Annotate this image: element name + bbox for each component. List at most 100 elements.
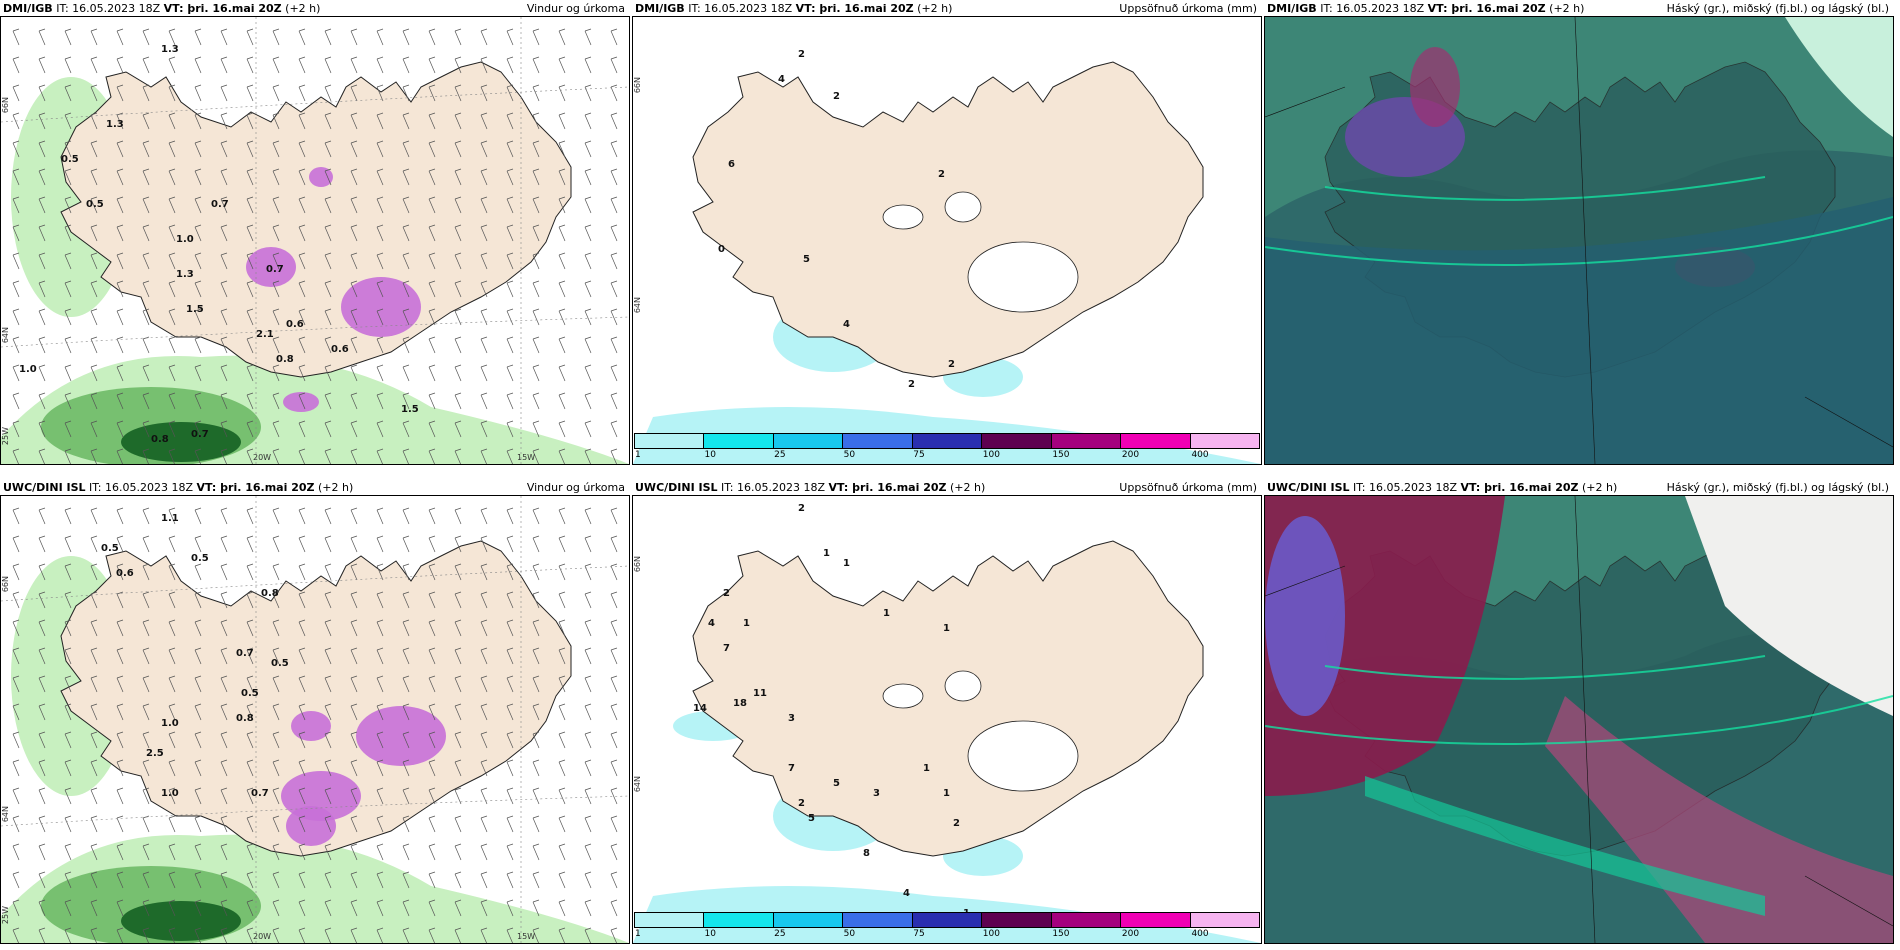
colorbar-swatch [635,434,705,448]
colorbar-swatch [1051,913,1122,927]
precip-value: 1.5 [186,304,204,315]
precip-total-value: 2 [908,379,915,390]
precip-total-value: 5 [803,254,810,265]
lon-label: 20W [253,453,272,462]
precip-total-value: 1 [923,763,930,774]
precip-total-value: 2 [833,91,840,102]
colorbar-label: 75 [913,450,925,460]
precip-total-value: 14 [693,703,707,714]
valid-time: VT: þri. 16.mai 20Z [828,481,947,494]
precip-value: 0.8 [261,588,279,599]
lat-label: 64N [1,806,10,823]
valid-time: VT: þri. 16.mai 20Z [196,481,315,494]
precip-total-value: 1 [743,618,750,629]
colorbar-swatch [843,434,913,448]
precip-value: 1.0 [19,364,37,375]
precip-total-value: 18 [733,698,747,709]
colorbar-label: 1 [635,929,641,939]
forecast-step: (+2 h) [318,481,354,494]
precip-value: 2.5 [146,748,164,759]
init-time: IT: 16.05.2023 18Z [721,481,826,494]
valid-time: VT: þri. 16.mai 20Z [1427,2,1546,15]
precip-total-value: 4 [778,74,785,85]
colorbar-swatch [1190,434,1259,448]
forecast-step: (+2 h) [1549,2,1585,15]
lat-label: 64N [1,327,10,344]
precip-value: 1.3 [161,44,179,55]
precip-value: 0.7 [211,199,229,210]
model-name: UWC/DINI ISL [1267,481,1350,494]
map-cloud-cover [1265,496,1893,943]
precip-colorbar: 1 10 25 50 75 100 150 200 400 [634,912,1260,942]
precip-total-value: 2 [798,503,805,514]
lat-label: 66N [633,77,642,94]
precip-value: 1.0 [161,718,179,729]
precip-total-value: 1 [943,788,950,799]
colorbar-swatch [773,913,844,927]
precip-total-value: 1 [943,623,950,634]
precip-value: 0.5 [271,658,289,669]
colorbar-label: 200 [1121,450,1140,460]
lon-label: 15W [517,453,536,462]
panel-title: Vindur og úrkoma [526,2,625,15]
model-name: DMI/IGB [3,2,53,15]
wind-barbs [12,507,618,943]
model-name: UWC/DINI ISL [635,481,718,494]
colorbar-swatch [704,434,774,448]
map-wind-precip: 1.3 0.5 0.5 0.7 1.0 1.3 1.5 2.1 0.6 0.8 1.0 0.7 0.8 1… [1,17,629,464]
precip-total-value: 0 [718,244,725,255]
panel-title: Háský (gr.), miðský (fj.bl.) og lágský (… [1666,2,1889,15]
precip-value: 1.3 [106,119,124,130]
precip-value: 0.5 [191,553,209,564]
lat-label: 64N [633,776,642,793]
colorbar-swatch [773,434,844,448]
panel-wind-precip-uwc: UWC/DINI ISL IT: 16.05.2023 18Z VT: þri.… [0,481,630,944]
panel-cloud-dmi: DMI/IGB IT: 16.05.2023 18Z VT: þri. 16.m… [1264,2,1894,465]
precip-total-value: 5 [833,778,840,789]
valid-time: VT: þri. 16.mai 20Z [163,2,282,15]
precip-value: 0.7 [251,788,269,799]
colorbar-label: 150 [1052,929,1070,939]
precip-total-value: 1 [823,548,830,559]
lat-label: 64N [633,297,642,314]
precip-value: 0.5 [86,199,104,210]
precip-value: 0.5 [101,543,119,554]
precip-total-value: 2 [798,49,805,60]
map-cloud-cover [1265,17,1893,464]
precip-value: 0.5 [61,154,79,165]
colorbar-label: 10 [704,450,716,460]
panel-title: Uppsöfnuð úrkoma (mm) [1119,481,1257,494]
lon-label: 20W [253,932,272,941]
init-time: IT: 16.05.2023 18Z [56,2,161,15]
precip-value: 2.1 [256,329,274,340]
precip-total-value: 4 [903,888,910,899]
precip-value: 0.8 [151,434,169,445]
precip-value: 1.5 [401,404,419,415]
colorbar-label: 150 [1052,450,1070,460]
init-time: IT: 16.05.2023 18Z [688,2,793,15]
forecast-step: (+2 h) [1582,481,1618,494]
precip-total-value: 2 [798,798,805,809]
panel-title: Vindur og úrkoma [526,481,625,494]
forecast-step: (+2 h) [950,481,986,494]
precip-total-value: 1 [883,608,890,619]
colorbar-label: 75 [913,929,925,939]
precip-snow-areas [246,167,421,412]
forecast-step: (+2 h) [917,2,953,15]
precip-value: 1.0 [176,234,194,245]
map-wind-precip: 1.1 0.5 0.5 0.8 0.7 1.0 2.5 0.5 1.0 0.7 0.6 0.8 0.5 6… [1,496,629,943]
precip-total-value: 1 [843,558,850,569]
precip-value: 0.7 [266,264,284,275]
panel-accum-precip-uwc: UWC/DINI ISL IT: 16.05.2023 18Z VT: þri.… [632,481,1262,944]
precip-total-value: 7 [723,643,730,654]
lon-label: 25W [1,906,10,925]
panel-title: Háský (gr.), miðský (fj.bl.) og lágský (… [1666,481,1889,494]
lat-label: 66N [1,97,10,114]
colorbar-label: 25 [774,450,786,460]
colorbar-swatch [843,913,913,927]
panel-accum-precip-dmi: DMI/IGB IT: 16.05.2023 18Z VT: þri. 16.m… [632,2,1262,465]
precip-total-value: 2 [948,359,955,370]
precip-total-value: 2 [723,588,730,599]
panel-cloud-uwc: UWC/DINI ISL IT: 16.05.2023 18Z VT: þri.… [1264,481,1894,944]
colorbar-label: 25 [774,929,786,939]
